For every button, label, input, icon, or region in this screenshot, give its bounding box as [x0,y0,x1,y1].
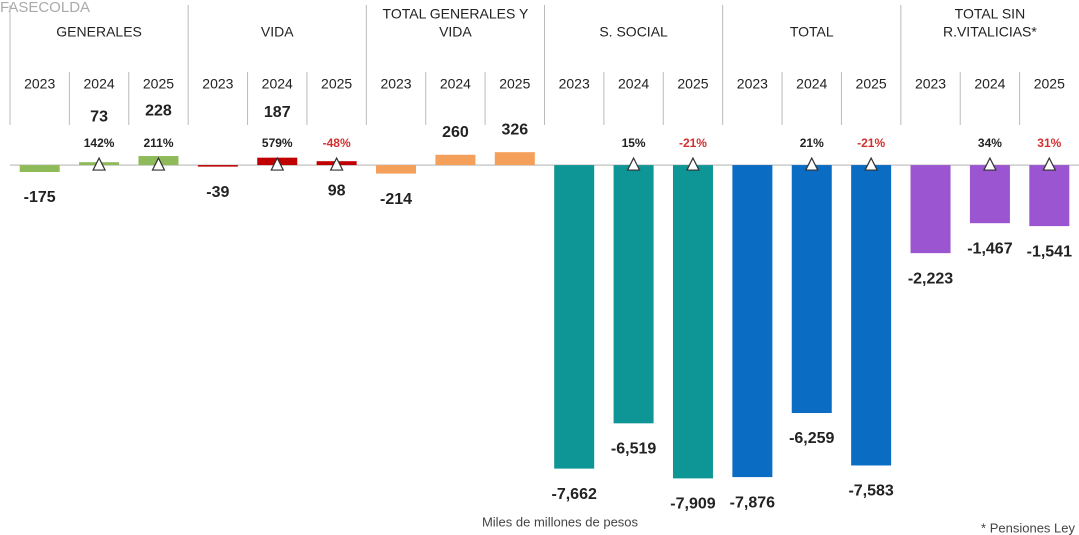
change-label: -21% [857,136,885,150]
change-label: 142% [84,136,115,150]
bar [197,165,238,167]
value-label: -7,876 [730,494,775,511]
bar [1029,165,1070,227]
group-label: GENERALES [56,24,142,40]
group-label: VIDA [261,24,294,40]
group-label: S. SOCIAL [599,24,668,40]
change-label: 21% [800,136,824,150]
year-label: 2025 [1034,76,1065,92]
year-label: 2025 [856,76,887,92]
value-label: 326 [501,121,528,138]
change-marker [1042,156,1057,171]
group-label: VIDA [439,24,472,40]
year-label: 2024 [262,76,293,92]
change-label: -48% [323,136,351,150]
change-marker [151,156,166,171]
bar [554,165,595,469]
value-label: -1,467 [967,240,1012,257]
bar [672,165,713,479]
change-marker [92,156,107,171]
change-marker [982,156,997,171]
group-label: TOTAL SIN [955,6,1026,22]
bar [435,154,476,166]
value-label: -6,259 [789,430,834,447]
x-axis-label: Miles de millones de pesos [482,514,639,529]
year-label: 2023 [737,76,768,92]
change-label: 34% [978,136,1002,150]
bar [851,165,892,466]
value-label: -7,662 [552,486,597,503]
change-label: 211% [143,136,173,150]
value-label: -2,223 [908,270,953,287]
group-label: R.VITALICIAS* [943,24,1037,40]
value-label: 228 [145,102,172,119]
change-label: 31% [1037,136,1061,150]
value-label: -1,541 [1027,243,1072,260]
change-marker [270,156,285,171]
year-label: 2025 [499,76,530,92]
bar [791,165,832,414]
year-label: 2025 [677,76,708,92]
year-label: 2024 [618,76,649,92]
bar [494,152,535,166]
year-label: 2023 [559,76,590,92]
change-marker [686,156,700,171]
value-label: -7,909 [670,496,715,513]
footnote: * Pensiones Ley [981,520,1075,535]
change-marker [864,156,879,171]
change-marker [626,156,641,171]
change-marker [329,156,344,171]
bar [969,165,1010,224]
value-label: -6,519 [611,441,656,458]
year-label: 2023 [915,76,946,92]
bar [910,165,951,254]
year-label: 2024 [84,76,115,92]
year-label: 2023 [380,76,411,92]
change-marker [804,156,819,171]
year-label: 2025 [143,76,174,92]
bar [732,165,773,478]
value-label: -7,583 [848,483,893,500]
change-label: 15% [622,136,646,150]
value-label: -39 [206,184,229,201]
bar [613,165,654,424]
change-label: 579% [262,136,293,150]
value-label: -175 [24,189,56,206]
value-label: 187 [264,104,291,121]
change-label: -21% [679,136,707,150]
year-label: 2025 [321,76,352,92]
value-label: 98 [328,182,346,199]
year-label: 2024 [974,76,1005,92]
bar [19,165,60,173]
value-label: 73 [90,108,108,125]
bar [376,165,417,174]
year-label: 2023 [24,76,55,92]
year-label: 2023 [202,76,233,92]
year-label: 2024 [796,76,827,92]
group-label: TOTAL GENERALES Y [383,6,529,22]
year-label: 2024 [440,76,471,92]
value-label: 260 [442,124,469,141]
group-label: TOTAL [790,24,834,40]
value-label: -214 [380,191,412,208]
source: FASECOLDA [0,0,90,16]
